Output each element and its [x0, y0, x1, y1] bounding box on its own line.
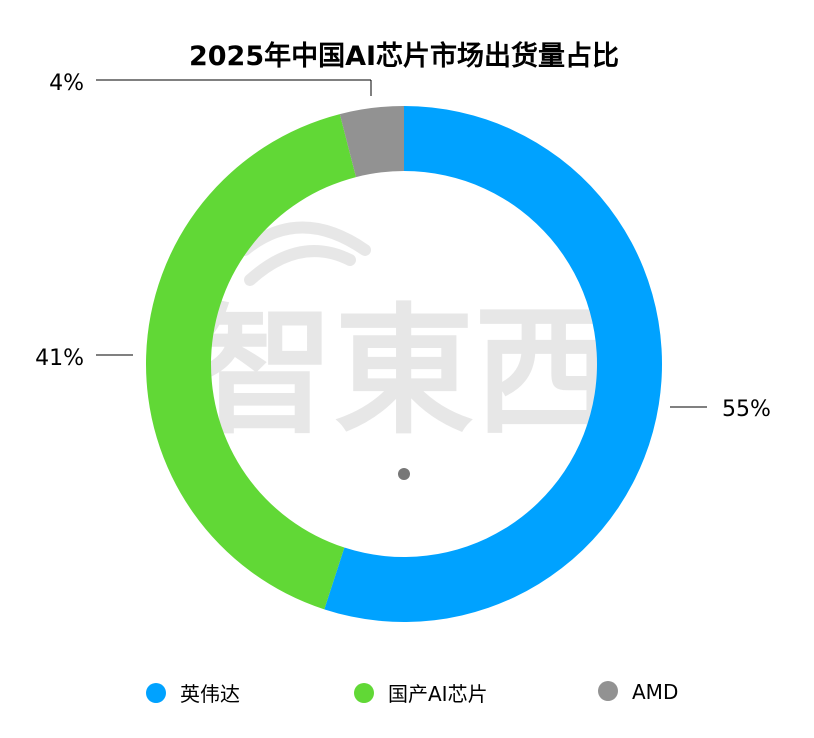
data-label-nvidia: 55% — [722, 397, 771, 422]
legend-swatch — [354, 683, 374, 703]
legend-swatch — [598, 681, 618, 701]
legend-label: 国产AI芯片 — [388, 682, 488, 706]
legend-label: AMD — [632, 680, 678, 704]
chart-title: 2025年中国AI芯片市场出货量占比 — [189, 40, 619, 72]
legend: 英伟达 国产AI芯片 AMD — [146, 680, 678, 706]
watermark-logo: 智東西 — [194, 221, 614, 454]
legend-item-nvidia[interactable]: 英伟达 — [146, 682, 240, 706]
legend-item-amd[interactable]: AMD — [598, 680, 678, 704]
slice-domestic — [146, 114, 357, 610]
slice-nvidia — [324, 106, 662, 622]
data-label-amd: 4% — [49, 71, 84, 96]
legend-swatch — [146, 683, 166, 703]
legend-item-domestic[interactable]: 国产AI芯片 — [354, 682, 488, 706]
slice-amd — [339, 106, 404, 178]
legend-label: 英伟达 — [180, 682, 240, 706]
data-label-domestic: 41% — [35, 346, 84, 371]
center-dot — [398, 468, 410, 480]
svg-text:智東西: 智東西 — [194, 291, 614, 454]
